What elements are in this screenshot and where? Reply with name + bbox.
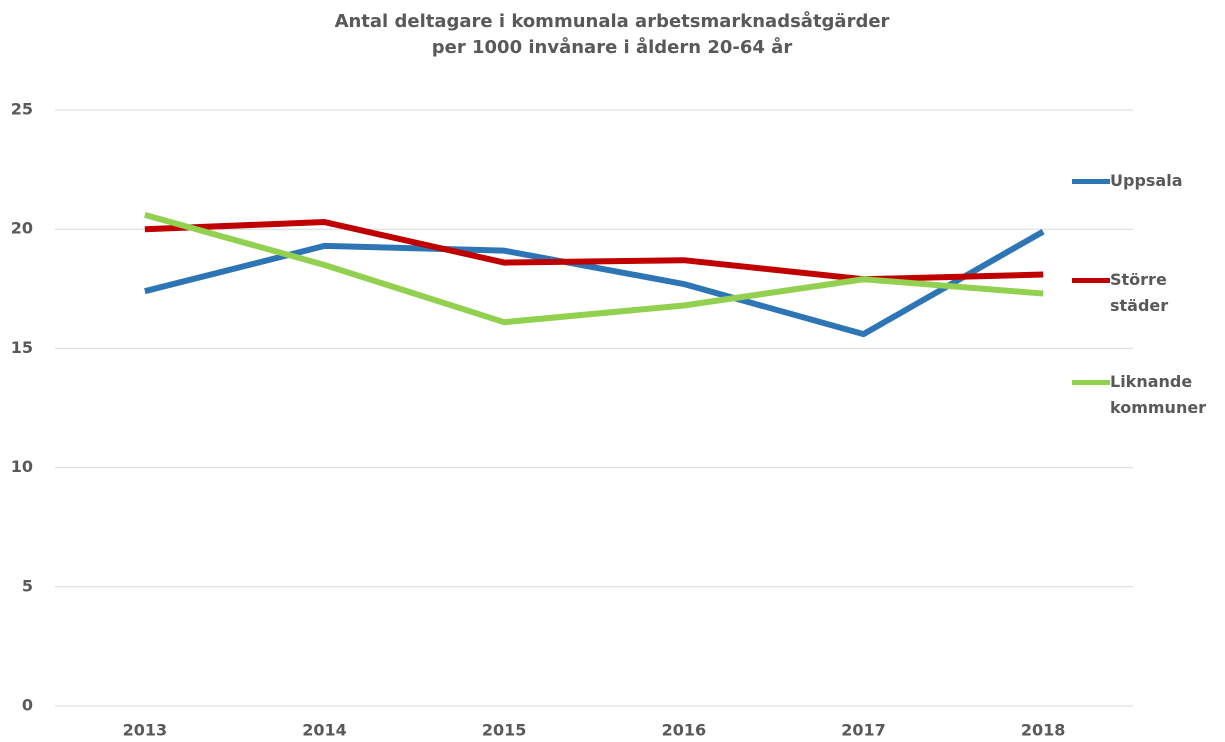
- chart-subtitle: per 1000 invånare i åldern 20-64 år: [432, 36, 793, 58]
- series-line: [144, 219, 1044, 283]
- series-line: [144, 228, 1045, 338]
- x-tick-label: 2013: [123, 721, 168, 740]
- legend-label: Uppsala: [1110, 171, 1183, 190]
- legend-item: Uppsala: [1072, 170, 1222, 194]
- legend-swatch: [1072, 380, 1110, 385]
- legend-label: Liknande kommuner: [1110, 372, 1207, 417]
- chart-title: Antal deltagare i kommunala arbetsmarkna…: [335, 10, 890, 32]
- series-line: [144, 212, 1044, 326]
- legend-swatch: [1072, 179, 1110, 184]
- y-tick-label: 10: [11, 457, 33, 476]
- x-tick-label: 2014: [302, 721, 347, 740]
- x-tick-label: 2017: [841, 721, 886, 740]
- y-tick-label: 5: [22, 576, 33, 595]
- y-tick-label: 25: [11, 100, 33, 119]
- legend-item: Större städer: [1072, 269, 1222, 319]
- x-tick-label: 2018: [1021, 721, 1066, 740]
- y-tick-label: 20: [11, 219, 33, 238]
- legend-item: Liknande kommuner: [1072, 371, 1222, 421]
- x-tick-label: 2015: [482, 721, 527, 740]
- y-tick-label: 15: [11, 338, 33, 357]
- x-tick-label: 2016: [662, 721, 707, 740]
- legend-label: Större städer: [1110, 270, 1169, 315]
- y-tick-label: 0: [22, 696, 33, 715]
- legend-swatch: [1072, 278, 1110, 283]
